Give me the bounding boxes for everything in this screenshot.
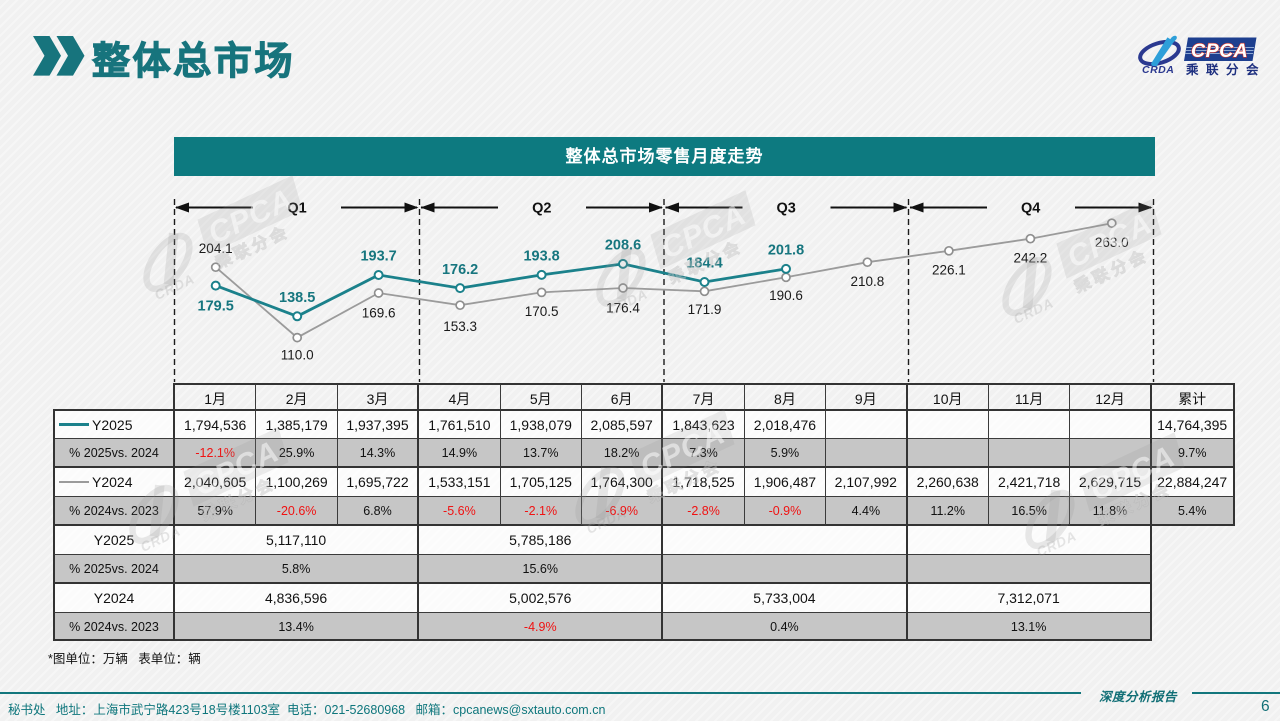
svg-text:CPCA: CPCA <box>1191 40 1248 62</box>
svg-text:169.6: 169.6 <box>362 306 396 321</box>
svg-text:242.2: 242.2 <box>1014 250 1048 265</box>
svg-text:Q4: Q4 <box>1021 201 1040 217</box>
svg-text:201.8: 201.8 <box>768 243 804 259</box>
svg-text:193.8: 193.8 <box>523 249 559 265</box>
svg-text:CRDA: CRDA <box>1142 64 1174 76</box>
svg-text:171.9: 171.9 <box>688 302 722 317</box>
svg-text:263.0: 263.0 <box>1095 235 1129 250</box>
svg-text:226.1: 226.1 <box>932 263 966 278</box>
svg-text:170.5: 170.5 <box>525 304 559 319</box>
svg-text:210.8: 210.8 <box>851 274 885 289</box>
svg-text:Q1: Q1 <box>287 201 306 217</box>
svg-text:乘联分会: 乘联分会 <box>1185 62 1266 77</box>
svg-text:193.7: 193.7 <box>360 249 396 265</box>
svg-text:204.1: 204.1 <box>199 241 233 256</box>
svg-text:179.5: 179.5 <box>198 298 234 314</box>
svg-text:138.5: 138.5 <box>279 290 315 306</box>
svg-text:176.4: 176.4 <box>606 301 640 316</box>
svg-text:Q2: Q2 <box>532 201 551 217</box>
svg-text:176.2: 176.2 <box>442 262 478 278</box>
svg-text:208.6: 208.6 <box>605 238 641 254</box>
svg-text:153.3: 153.3 <box>443 319 477 334</box>
svg-text:184.4: 184.4 <box>686 256 722 272</box>
svg-text:190.6: 190.6 <box>769 288 803 303</box>
svg-text:110.0: 110.0 <box>281 347 314 362</box>
svg-text:Q3: Q3 <box>777 201 796 217</box>
